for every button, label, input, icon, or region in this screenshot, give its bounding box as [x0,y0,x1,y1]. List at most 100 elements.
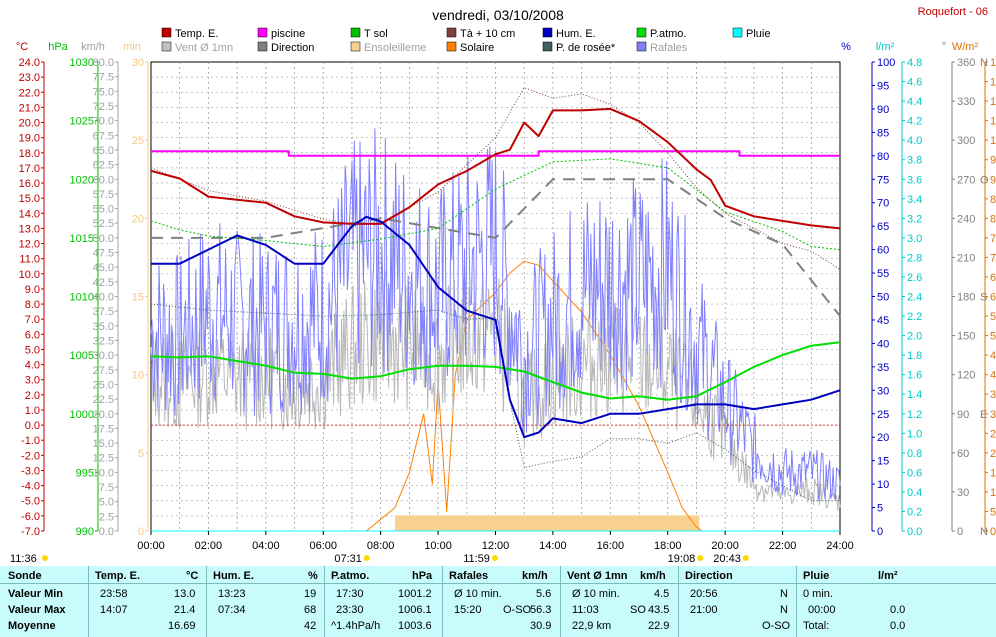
axis-tick-label: 21.0 [19,102,40,114]
axis-cardinal-label: N [980,526,988,538]
axis-tick-label: 10.0 [19,269,40,281]
axis-tick-label: 70.0 [93,116,114,128]
sunshine-band [395,515,700,531]
stats-column-divider [442,566,443,637]
axis-tick-label: 4.4 [907,96,922,108]
stats-header-patmo-unit: hPa [412,570,433,582]
axis-tick-label: 37.5 [93,306,114,318]
axis-tick-label: 75.0 [93,86,114,98]
stats-header-sonde: Sonde [8,570,42,582]
vent-max-value: 43.5 [648,604,670,616]
legend-swatch [446,27,457,38]
axis-tick-label: 25 [877,409,889,421]
chart-grid [150,61,841,532]
axis-tick-label: 0 [877,526,883,538]
axis-tick-label: 7.0 [25,314,40,326]
legend-label: T sol [364,28,388,40]
patmo-min-value: 1001.2 [398,588,432,600]
axis-tick-label: 25 [132,135,144,147]
axis-tick-label: 850 [990,194,996,206]
x-tick-label: 10:00 [424,540,452,552]
axis-tick-label: 27.5 [93,365,114,377]
series-p-de-ros-e- [150,303,840,502]
legend-label: Temp. E. [175,28,218,40]
axis-tick-label: 16.0 [19,178,40,190]
legend-swatch [350,27,361,38]
sun-marker-label: 20:43 [713,553,741,565]
pluie-row1-label: 0 min. [803,588,833,600]
patmo-min-time: 17:30 [336,588,364,600]
pluie-total-label: Total: [803,620,830,632]
axis-tick-label: 600 [990,292,996,304]
axis-tick-label: 0.8 [907,448,922,460]
axis-tick-label: -3.0 [21,465,40,477]
axis-tick-label: 4.8 [907,57,922,69]
axis-tick-label: 11.0 [19,254,40,266]
stats-header-patmo: P.atmo. [331,570,370,582]
axis-tick-label: 900 [990,174,996,186]
chart-axes: °C -7.0 -6.0 -5.0 -4.0 -3.0 -2.0 -1.0 0.0 1.0 2.0 3… [16,41,996,538]
stats-header-rafales-unit: km/h [522,570,548,582]
x-tick-label: 12:00 [482,540,510,552]
axis-tick-label: 65.0 [93,145,114,157]
vent-max-direction: SO [630,604,646,616]
axis-tick-label: 0 [138,526,144,538]
stats-column-divider [206,566,207,637]
axis-tick-label: 85 [877,127,889,139]
vent-row1-label: Ø 10 min. [572,588,620,600]
axis-tick-label: 15.0 [19,193,40,205]
x-tick-label: 22:00 [769,540,797,552]
axis-tick-label: 4.2 [907,116,922,128]
rafales-avg-value: 30.9 [530,620,552,632]
axis-tick-label: 90 [877,104,889,116]
axis-tick-label: 1025 [70,116,94,128]
axis-tick-label: 50 [990,506,996,518]
axis-tick-label: 1015 [70,233,94,245]
axis-tick-label: 3.0 [907,233,922,245]
axis-tick-label: 180 [957,292,975,304]
series-p-atmo- [150,341,841,401]
stats-row-min: Valeur Min [8,588,64,600]
temp-avg-value: 16.69 [168,620,196,632]
patmo-trend: ^1.4hPa/h [331,620,381,632]
axis-tick-label: -6.0 [21,511,40,523]
axis-tick-label: 300 [957,135,975,147]
axis-tick-label: 52.5 [93,218,114,230]
pluie-total-value: 0.0 [890,620,906,632]
axis-tick-label: 10 [877,479,889,491]
axis-tick-label: 45.0 [93,262,114,274]
axis-tick-label: 1200 [990,57,996,69]
axis-tick-label: 100 [877,57,895,69]
axis-tick-label: 5 [138,448,144,460]
axis-tick-label: 240 [957,213,975,225]
axis-tick-label: 1.0 [25,405,40,417]
axis-tick-label: 400 [990,370,996,382]
x-tick-label: 18:00 [654,540,682,552]
legend-label: P. de rosée* [556,42,616,54]
stats-header-vent: Vent Ø 1mn [567,570,628,582]
axis-tick-label: -1.0 [21,435,40,447]
rafales-max-value: 56.3 [530,604,552,616]
axis-tick-label: 1050 [990,116,996,128]
axis-tick-label: 19.0 [19,133,40,145]
stats-header-pluie-unit: l/m² [878,570,898,582]
axis-tick-label: 1005 [70,350,94,362]
stats-column-divider [88,566,89,637]
vent-row1-value: 4.5 [654,588,670,600]
axis-unit-label: hPa [48,41,68,53]
temp-min-time: 23:58 [100,588,128,600]
direction-row2-time: 21:00 [690,604,718,616]
legend-swatch [257,27,268,38]
stats-header-temp: Temp. E. [95,570,141,582]
axis-tick-label: 30 [877,385,889,397]
axis-tick-label: 13.0 [19,223,40,235]
axis-tick-label: 800 [990,213,996,225]
stats-header-rafales: Rafales [449,570,489,582]
axis-tick-label: 330 [957,96,975,108]
axis-tick-label: 1.6 [907,370,922,382]
patmo-avg-value: 1003.6 [398,620,432,632]
rafales-max-direction: O-SO [503,604,532,616]
hum-avg-value: 42 [304,620,317,632]
series-vent-1mn [150,271,841,511]
